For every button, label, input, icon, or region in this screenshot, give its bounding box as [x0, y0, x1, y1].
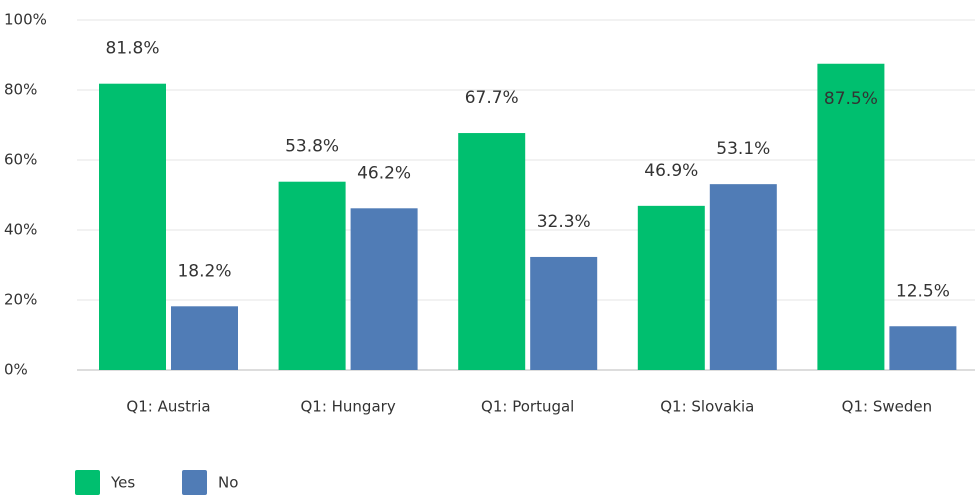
- value-label: 67.7%: [465, 88, 519, 108]
- value-label: 46.2%: [357, 163, 411, 183]
- value-label: 12.5%: [896, 281, 950, 301]
- y-tick-label: 60%: [4, 151, 37, 169]
- x-tick-label: Q1: Portugal: [481, 398, 574, 416]
- x-tick-label: Q1: Sweden: [842, 398, 932, 416]
- legend-label: Yes: [110, 474, 135, 492]
- y-tick-label: 80%: [4, 81, 37, 99]
- y-tick-label: 40%: [4, 221, 37, 239]
- bar: [99, 83, 166, 370]
- bar: [889, 326, 957, 370]
- bar: [709, 184, 777, 370]
- legend-label: No: [218, 474, 238, 492]
- bar: [350, 208, 418, 370]
- value-label: 53.8%: [285, 137, 339, 157]
- bar: [637, 205, 705, 370]
- value-label: 87.5%: [824, 89, 878, 109]
- legend-swatch: [182, 470, 207, 495]
- x-tick-label: Q1: Austria: [126, 398, 210, 416]
- y-tick-label: 20%: [4, 291, 37, 309]
- value-label: 46.9%: [644, 161, 698, 181]
- y-tick-label: 0%: [4, 361, 28, 379]
- bar: [278, 181, 346, 370]
- value-label: 53.1%: [716, 139, 770, 159]
- x-tick-label: Q1: Slovakia: [660, 398, 754, 416]
- y-tick-label: 100%: [4, 11, 47, 29]
- value-label: 18.2%: [177, 261, 231, 281]
- value-label: 32.3%: [537, 212, 591, 232]
- legend-swatch: [75, 470, 100, 495]
- x-tick-label: Q1: Hungary: [300, 398, 395, 416]
- bar: [817, 63, 885, 370]
- bar: [458, 133, 526, 370]
- bar: [171, 306, 238, 370]
- bar: [530, 256, 598, 370]
- value-label: 81.8%: [105, 39, 159, 59]
